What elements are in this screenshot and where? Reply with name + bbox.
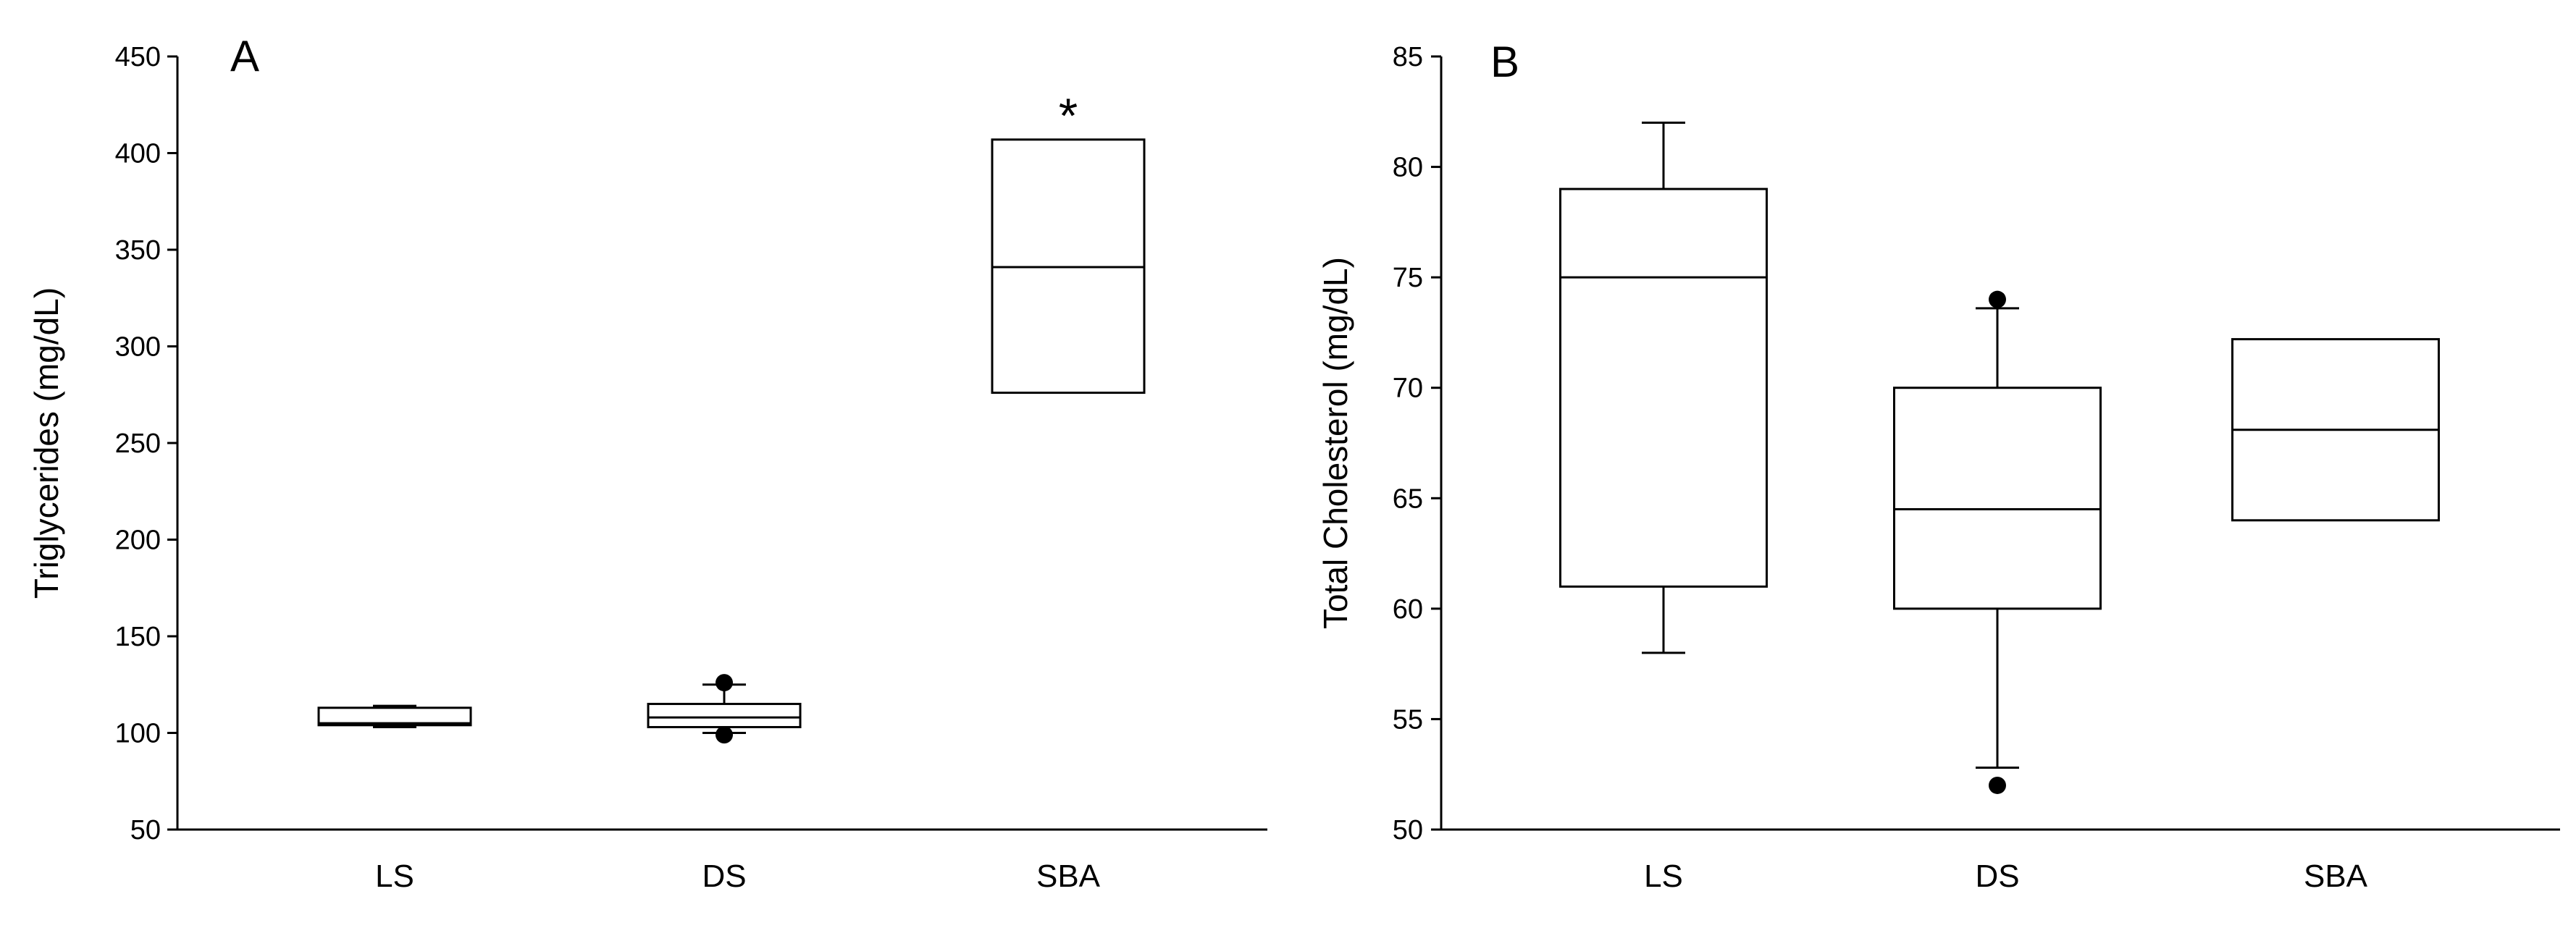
y-tick-label: 100: [115, 719, 161, 749]
x-tick-label: DS: [1975, 859, 2019, 894]
y-tick-label: 250: [115, 429, 161, 459]
x-tick-label: SBA: [2304, 859, 2368, 894]
outlier-point: [716, 674, 733, 692]
y-tick-label: 75: [1393, 263, 1423, 293]
panel-label: B: [1490, 38, 1519, 86]
y-tick-label: 80: [1393, 153, 1423, 183]
y-axis-title: Total Cholesterol (mg/dL): [1317, 257, 1354, 629]
box-ds: [647, 702, 802, 728]
y-tick-label: 50: [1393, 815, 1423, 845]
x-tick-label: LS: [1644, 859, 1683, 894]
box-ds: [1893, 387, 2102, 610]
box-ls: [1559, 187, 1768, 588]
panel-label: A: [230, 32, 259, 80]
y-tick-label: 70: [1393, 374, 1423, 404]
panel-a: 50 100 150 200 250 300 350 400 450 Triglycerides …: [28, 32, 1267, 894]
y-tick-label: 200: [115, 526, 161, 556]
panel-b: 50 55 60 65 70 75 80 85 Total Cholesterol (mg/dL…: [1317, 38, 2560, 894]
significance-marker: *: [1059, 88, 1078, 143]
y-tick-label: 55: [1393, 704, 1423, 735]
y-tick-label: 60: [1393, 594, 1423, 625]
y-tick-label: 50: [130, 815, 161, 845]
y-axis-title: Triglycerides (mg/dL): [28, 287, 65, 599]
x-tick-label: LS: [375, 859, 414, 894]
x-tick-label: DS: [702, 859, 746, 894]
y-tick-label: 400: [115, 139, 161, 169]
outlier-point: [1989, 776, 2006, 794]
x-tick-label: SBA: [1036, 859, 1101, 894]
y-tick-label: 350: [115, 235, 161, 266]
y-tick-label: 150: [115, 622, 161, 652]
outlier-point: [1989, 290, 2006, 308]
y-tick-label: 300: [115, 332, 161, 363]
outlier-point: [716, 726, 733, 744]
y-tick-label: 85: [1393, 42, 1423, 72]
y-tick-label: 65: [1393, 484, 1423, 514]
y-tick-label: 450: [115, 42, 161, 72]
